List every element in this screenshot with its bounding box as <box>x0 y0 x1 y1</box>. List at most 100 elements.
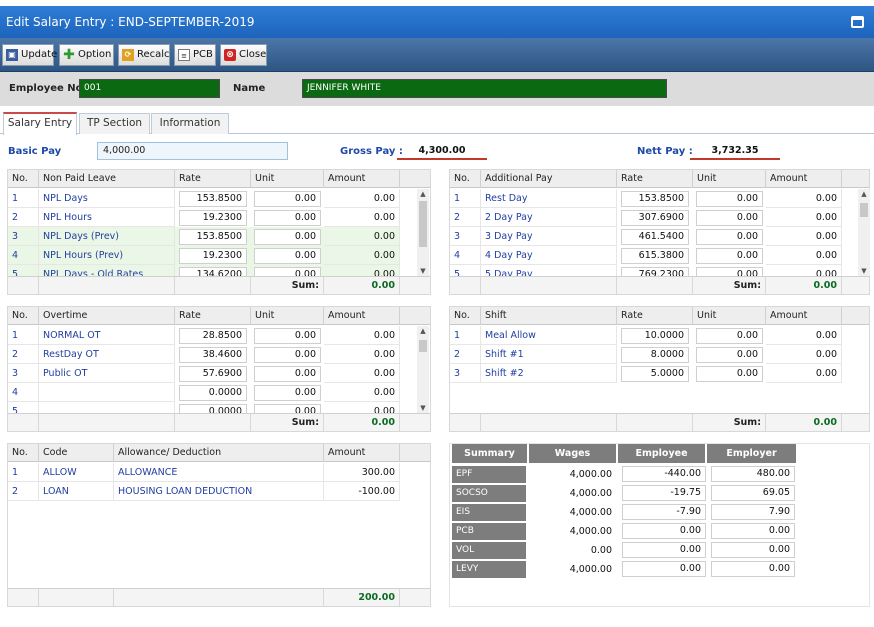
row-name: NPL Hours <box>39 208 175 227</box>
summary-employer: 480.00 <box>711 466 795 482</box>
rate-input[interactable]: 8.0000 <box>621 347 689 363</box>
unit-input[interactable]: 0.00 <box>254 366 321 382</box>
unit-input[interactable]: 0.00 <box>696 248 763 264</box>
row-no: 3 <box>8 364 39 383</box>
table-row[interactable]: 2 RestDay OT 38.4600 0.00 0.00 <box>8 345 400 364</box>
rate-input[interactable]: 0.0000 <box>179 385 247 401</box>
col-name: Overtime <box>39 307 175 325</box>
table-row[interactable]: 4 0.0000 0.00 0.00 <box>8 383 400 402</box>
option-button[interactable]: ✚ Option <box>59 44 114 66</box>
table-row[interactable]: 1 NPL Days 153.8500 0.00 0.00 <box>8 189 400 208</box>
scroll-up-icon[interactable]: ▲ <box>420 190 426 198</box>
unit-input[interactable]: 0.00 <box>696 229 763 245</box>
rate-input[interactable]: 19.2300 <box>179 210 247 226</box>
summary-wages: 4,000.00 <box>569 469 612 480</box>
unit-input[interactable]: 0.00 <box>254 248 321 264</box>
unit-input[interactable]: 0.00 <box>254 267 321 276</box>
rate-input[interactable]: 134.6200 <box>179 267 247 276</box>
unit-input[interactable]: 0.00 <box>696 191 763 207</box>
unit-input[interactable]: 0.00 <box>254 385 321 401</box>
unit-input[interactable]: 0.00 <box>254 328 321 344</box>
vertical-scrollbar[interactable]: ▲ ▼ <box>417 189 429 276</box>
unit-input[interactable]: 0.00 <box>696 347 763 363</box>
table-row[interactable]: 1 NORMAL OT 28.8500 0.00 0.00 <box>8 326 400 345</box>
rate-input[interactable]: 615.3800 <box>621 248 689 264</box>
update-button[interactable]: ▣ Update <box>2 44 57 66</box>
unit-input[interactable]: 0.00 <box>696 210 763 226</box>
scroll-down-icon[interactable]: ▼ <box>861 267 867 275</box>
table-row[interactable]: 1 ALLOW ALLOWANCE 300.00 <box>8 463 430 482</box>
row-no: 4 <box>8 246 39 265</box>
tab-salary-entry[interactable]: Salary Entry <box>3 112 77 135</box>
summary-employee: 0.00 <box>622 561 706 577</box>
unit-input[interactable]: 0.00 <box>254 191 321 207</box>
pcb-button[interactable]: ≡ PCB <box>174 44 216 66</box>
rate-input[interactable]: 307.6900 <box>621 210 689 226</box>
scroll-up-icon[interactable]: ▲ <box>420 327 426 335</box>
row-amount: 300.00 <box>324 463 400 482</box>
table-row[interactable]: 4 NPL Hours (Prev) 19.2300 0.00 0.00 <box>8 246 400 265</box>
rate-input[interactable]: 461.5400 <box>621 229 689 245</box>
table-row[interactable]: 2 2 Day Pay 307.6900 0.00 0.00 <box>450 208 842 227</box>
unit-input[interactable]: 0.00 <box>254 347 321 363</box>
scroll-down-icon[interactable]: ▼ <box>420 404 426 412</box>
row-description: HOUSING LOAN DEDUCTION <box>114 482 324 501</box>
unit-input[interactable]: 0.00 <box>696 328 763 344</box>
row-no: 1 <box>8 463 39 482</box>
unit-input[interactable]: 0.00 <box>696 267 763 276</box>
rate-input[interactable]: 153.8500 <box>179 191 247 207</box>
scroll-thumb[interactable] <box>860 203 868 217</box>
rate-input[interactable]: 153.8500 <box>179 229 247 245</box>
rate-input[interactable]: 153.8500 <box>621 191 689 207</box>
rate-input[interactable]: 38.4600 <box>179 347 247 363</box>
rate-input[interactable]: 0.0000 <box>179 404 247 413</box>
tab-information[interactable]: Information <box>151 113 229 134</box>
vertical-scrollbar[interactable]: ▲ ▼ <box>417 326 429 413</box>
table-row[interactable]: 5 NPL Days - Old Rates 134.6200 0.00 0.0… <box>8 265 400 276</box>
employee-name-field[interactable]: JENNIFER WHITE <box>302 79 667 98</box>
employee-no-field[interactable]: 001 <box>79 79 220 98</box>
table-row[interactable]: 5 5 Day Pay 769.2300 0.00 0.00 <box>450 265 842 276</box>
unit-input[interactable]: 0.00 <box>696 366 763 382</box>
row-name: Rest Day <box>481 189 617 208</box>
table-row[interactable]: 1 Rest Day 153.8500 0.00 0.00 <box>450 189 842 208</box>
rate-input[interactable]: 5.0000 <box>621 366 689 382</box>
rate-input[interactable]: 769.2300 <box>621 267 689 276</box>
summary-label: EIS <box>452 504 526 521</box>
table-row[interactable]: 2 Shift #1 8.0000 0.00 0.00 <box>450 345 842 364</box>
row-name: NPL Days <box>39 189 175 208</box>
basic-pay-input[interactable]: 4,000.00 <box>97 142 288 160</box>
row-no: 3 <box>450 364 481 383</box>
rate-input[interactable]: 28.8500 <box>179 328 247 344</box>
table-row[interactable]: 1 Meal Allow 10.0000 0.00 0.00 <box>450 326 842 345</box>
rate-input[interactable]: 57.6900 <box>179 366 247 382</box>
summary-row-levy: LEVY 4,000.00 0.00 0.00 <box>452 561 802 580</box>
scroll-thumb[interactable] <box>419 201 427 247</box>
table-row[interactable]: 4 4 Day Pay 615.3800 0.00 0.00 <box>450 246 842 265</box>
close-button[interactable]: ⊗ Close <box>220 44 267 66</box>
scroll-down-icon[interactable]: ▼ <box>420 267 426 275</box>
unit-input[interactable]: 0.00 <box>254 229 321 245</box>
table-row[interactable]: 3 Shift #2 5.0000 0.00 0.00 <box>450 364 842 383</box>
unit-input[interactable]: 0.00 <box>254 404 321 413</box>
table-row[interactable]: 3 NPL Days (Prev) 153.8500 0.00 0.00 <box>8 227 400 246</box>
col-unit: Unit <box>251 307 324 325</box>
row-amount: 0.00 <box>324 345 400 364</box>
table-row[interactable]: 3 3 Day Pay 461.5400 0.00 0.00 <box>450 227 842 246</box>
summary-label: LEVY <box>452 561 526 578</box>
table-row[interactable]: 2 LOAN HOUSING LOAN DEDUCTION -100.00 <box>8 482 430 501</box>
maximize-icon[interactable] <box>851 16 864 28</box>
table-row[interactable]: 3 Public OT 57.6900 0.00 0.00 <box>8 364 400 383</box>
table-row[interactable]: 2 NPL Hours 19.2300 0.00 0.00 <box>8 208 400 227</box>
rate-input[interactable]: 10.0000 <box>621 328 689 344</box>
recalc-button[interactable]: ⟳ Recalc <box>118 44 170 66</box>
additional-pay-grid: No. Additional Pay Rate Unit Amount 1 Re… <box>449 169 870 295</box>
tab-tp-section[interactable]: TP Section <box>79 113 150 134</box>
vertical-scrollbar[interactable]: ▲ ▼ <box>858 189 870 276</box>
scroll-thumb[interactable] <box>419 340 427 352</box>
table-row[interactable]: 5 0.0000 0.00 0.00 <box>8 402 400 413</box>
scroll-up-icon[interactable]: ▲ <box>861 190 867 198</box>
unit-input[interactable]: 0.00 <box>254 210 321 226</box>
col-unit: Unit <box>693 170 766 188</box>
rate-input[interactable]: 19.2300 <box>179 248 247 264</box>
